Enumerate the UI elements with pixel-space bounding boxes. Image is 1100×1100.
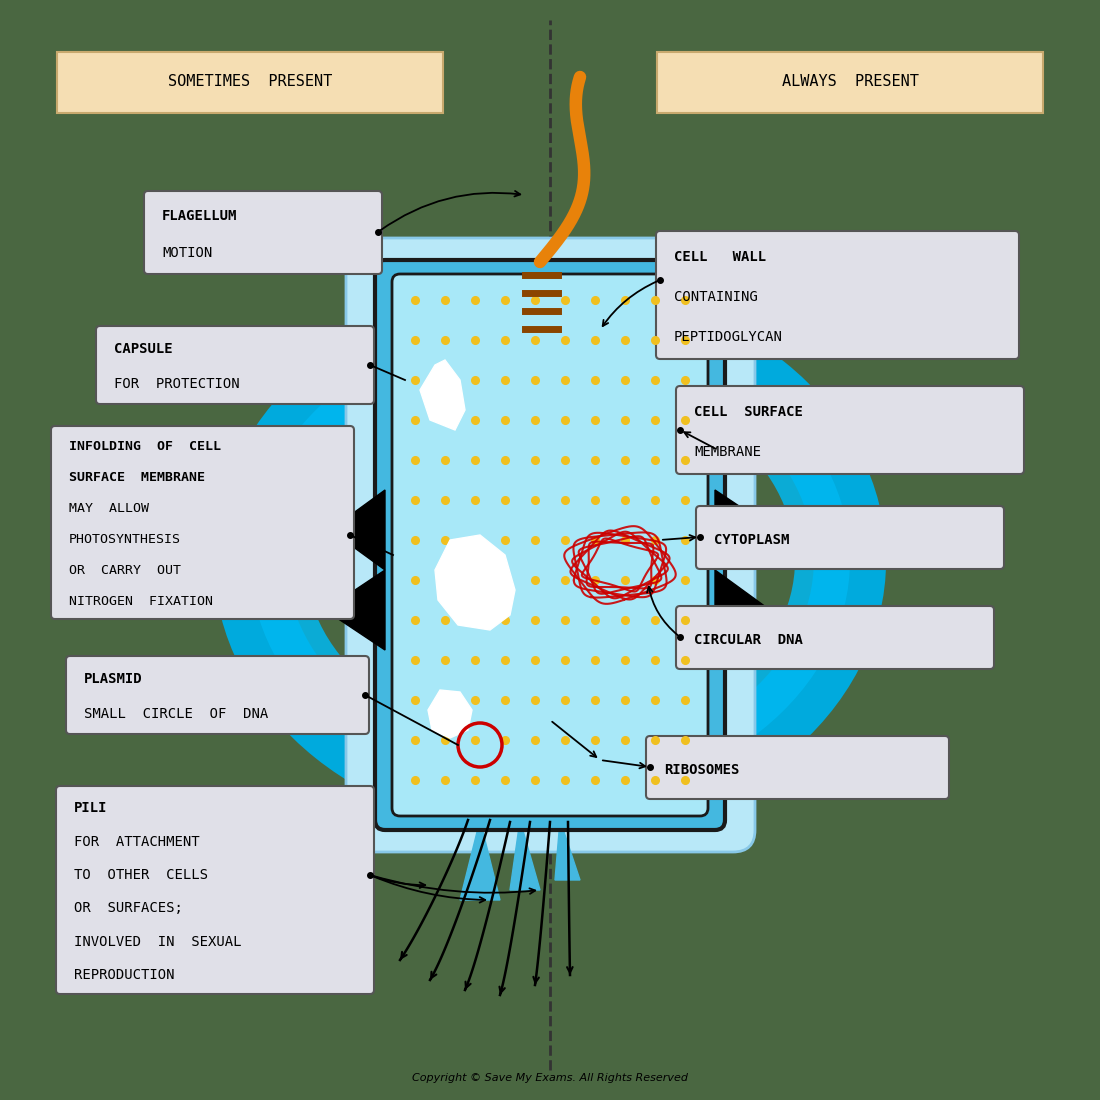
Polygon shape	[420, 360, 465, 430]
Text: ALWAYS  PRESENT: ALWAYS PRESENT	[782, 75, 918, 89]
Text: FLAGELLUM: FLAGELLUM	[162, 209, 238, 222]
Text: INVOLVED  IN  SEXUAL: INVOLVED IN SEXUAL	[74, 935, 242, 948]
Text: CELL  SURFACE: CELL SURFACE	[694, 405, 803, 419]
Ellipse shape	[250, 320, 850, 800]
Text: INFOLDING  OF  CELL: INFOLDING OF CELL	[69, 440, 221, 453]
Text: PHOTOSYNTHESIS: PHOTOSYNTHESIS	[69, 534, 182, 546]
Text: CAPSULE: CAPSULE	[114, 342, 173, 356]
Text: SURFACE  MEMBRANE: SURFACE MEMBRANE	[69, 471, 205, 484]
Polygon shape	[428, 690, 472, 738]
FancyBboxPatch shape	[646, 736, 949, 799]
Polygon shape	[510, 820, 540, 890]
Text: CONTAINING: CONTAINING	[674, 290, 758, 304]
Text: RIBOSOMES: RIBOSOMES	[664, 763, 739, 778]
Text: TO  OTHER  CELLS: TO OTHER CELLS	[74, 868, 208, 882]
Polygon shape	[324, 570, 385, 650]
FancyBboxPatch shape	[346, 238, 755, 853]
Text: MOTION: MOTION	[162, 246, 212, 260]
Text: CIRCULAR  DNA: CIRCULAR DNA	[694, 634, 803, 647]
FancyBboxPatch shape	[656, 231, 1019, 359]
Polygon shape	[460, 820, 500, 900]
FancyBboxPatch shape	[375, 260, 725, 830]
FancyBboxPatch shape	[51, 426, 354, 619]
FancyBboxPatch shape	[144, 191, 382, 274]
Text: SOMETIMES  PRESENT: SOMETIMES PRESENT	[168, 75, 332, 89]
FancyBboxPatch shape	[66, 656, 368, 734]
Text: OR  SURFACES;: OR SURFACES;	[74, 901, 183, 915]
Text: PEPTIDOGLYCAN: PEPTIDOGLYCAN	[674, 330, 783, 344]
Text: CYTOPLASM: CYTOPLASM	[714, 534, 790, 548]
Polygon shape	[715, 570, 770, 650]
Polygon shape	[556, 820, 580, 880]
Text: PLASMID: PLASMID	[84, 672, 143, 686]
FancyBboxPatch shape	[676, 606, 994, 669]
Text: PILI: PILI	[74, 801, 108, 815]
FancyBboxPatch shape	[696, 506, 1004, 569]
Text: SMALL  CIRCLE  OF  DNA: SMALL CIRCLE OF DNA	[84, 707, 268, 722]
FancyBboxPatch shape	[657, 52, 1043, 113]
Ellipse shape	[305, 375, 795, 745]
Polygon shape	[330, 490, 385, 570]
Text: MEMBRANE: MEMBRANE	[694, 446, 761, 459]
FancyBboxPatch shape	[676, 386, 1024, 474]
Text: OR  CARRY  OUT: OR CARRY OUT	[69, 564, 182, 576]
Text: MAY  ALLOW: MAY ALLOW	[69, 502, 148, 515]
Polygon shape	[434, 535, 515, 630]
Text: REPRODUCTION: REPRODUCTION	[74, 968, 175, 982]
FancyBboxPatch shape	[392, 274, 708, 816]
Text: FOR  PROTECTION: FOR PROTECTION	[114, 377, 240, 392]
FancyBboxPatch shape	[96, 326, 374, 404]
Text: NITROGEN  FIXATION: NITROGEN FIXATION	[69, 595, 213, 607]
Text: CELL   WALL: CELL WALL	[674, 250, 766, 264]
Polygon shape	[715, 490, 775, 570]
FancyBboxPatch shape	[57, 52, 443, 113]
FancyBboxPatch shape	[56, 786, 374, 994]
Text: FOR  ATTACHMENT: FOR ATTACHMENT	[74, 835, 199, 849]
Text: Copyright © Save My Exams. All Rights Reserved: Copyright © Save My Exams. All Rights Re…	[412, 1072, 688, 1084]
